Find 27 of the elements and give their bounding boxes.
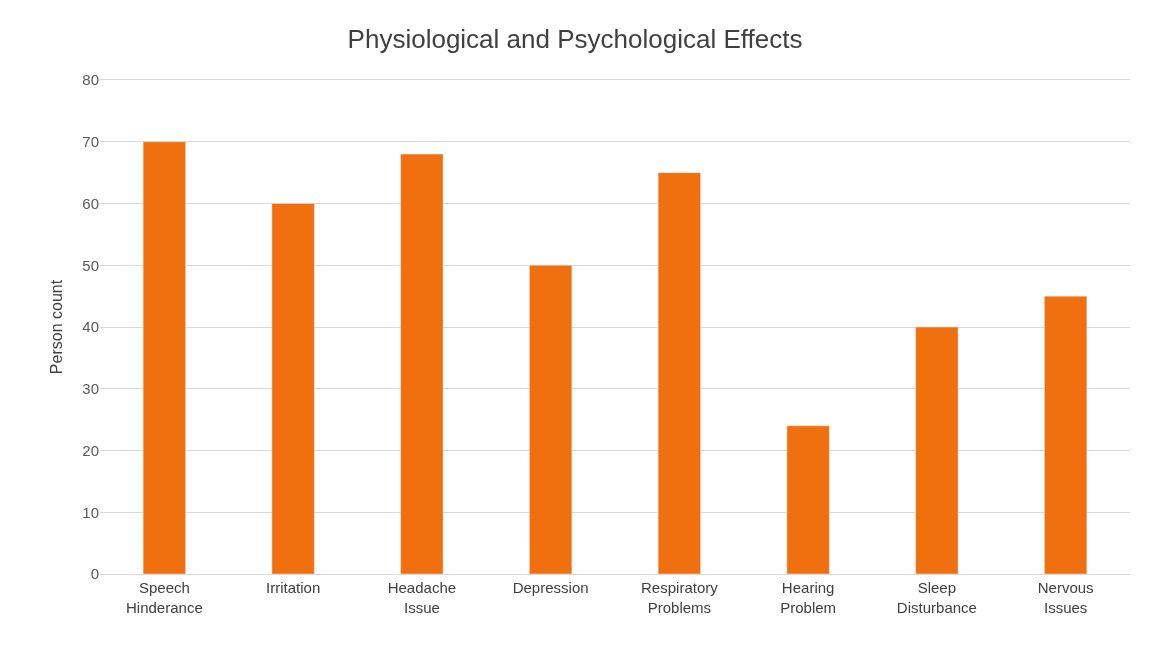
- x-tick-label: Sleep Disturbance: [896, 579, 977, 616]
- y-tick-label: 0: [90, 565, 99, 583]
- y-axis-title: Person count: [48, 279, 66, 375]
- bar: [657, 172, 701, 574]
- x-tick-label: Respiratory Problems: [641, 579, 719, 616]
- bar: [271, 203, 315, 574]
- y-tick-label: 80: [82, 71, 99, 89]
- bar: [400, 153, 444, 574]
- x-tick-label: Nervous Issues: [1037, 579, 1094, 616]
- chart-title: Physiological and Psychological Effects: [347, 24, 803, 55]
- x-tick-label: Depression: [512, 579, 589, 596]
- y-tick-label: 10: [82, 503, 99, 521]
- y-tick-label: 50: [82, 256, 99, 274]
- bar: [1044, 295, 1088, 574]
- y-tick-label: 70: [82, 133, 99, 150]
- y-tick-label: 40: [82, 318, 99, 336]
- x-tick-label: Hearing Problem: [780, 579, 837, 616]
- y-tick-label: 60: [82, 194, 99, 212]
- y-tick-label: 20: [82, 441, 99, 459]
- y-tick-label: 30: [82, 380, 99, 397]
- x-tick-label: Headache Issue: [387, 579, 457, 616]
- bar: [786, 425, 830, 574]
- bar: [529, 265, 573, 574]
- bar: [915, 326, 959, 574]
- x-tick-label: Irritation: [266, 579, 321, 596]
- bar: [142, 141, 186, 574]
- x-tick-label: Speech Hinderance: [126, 579, 203, 616]
